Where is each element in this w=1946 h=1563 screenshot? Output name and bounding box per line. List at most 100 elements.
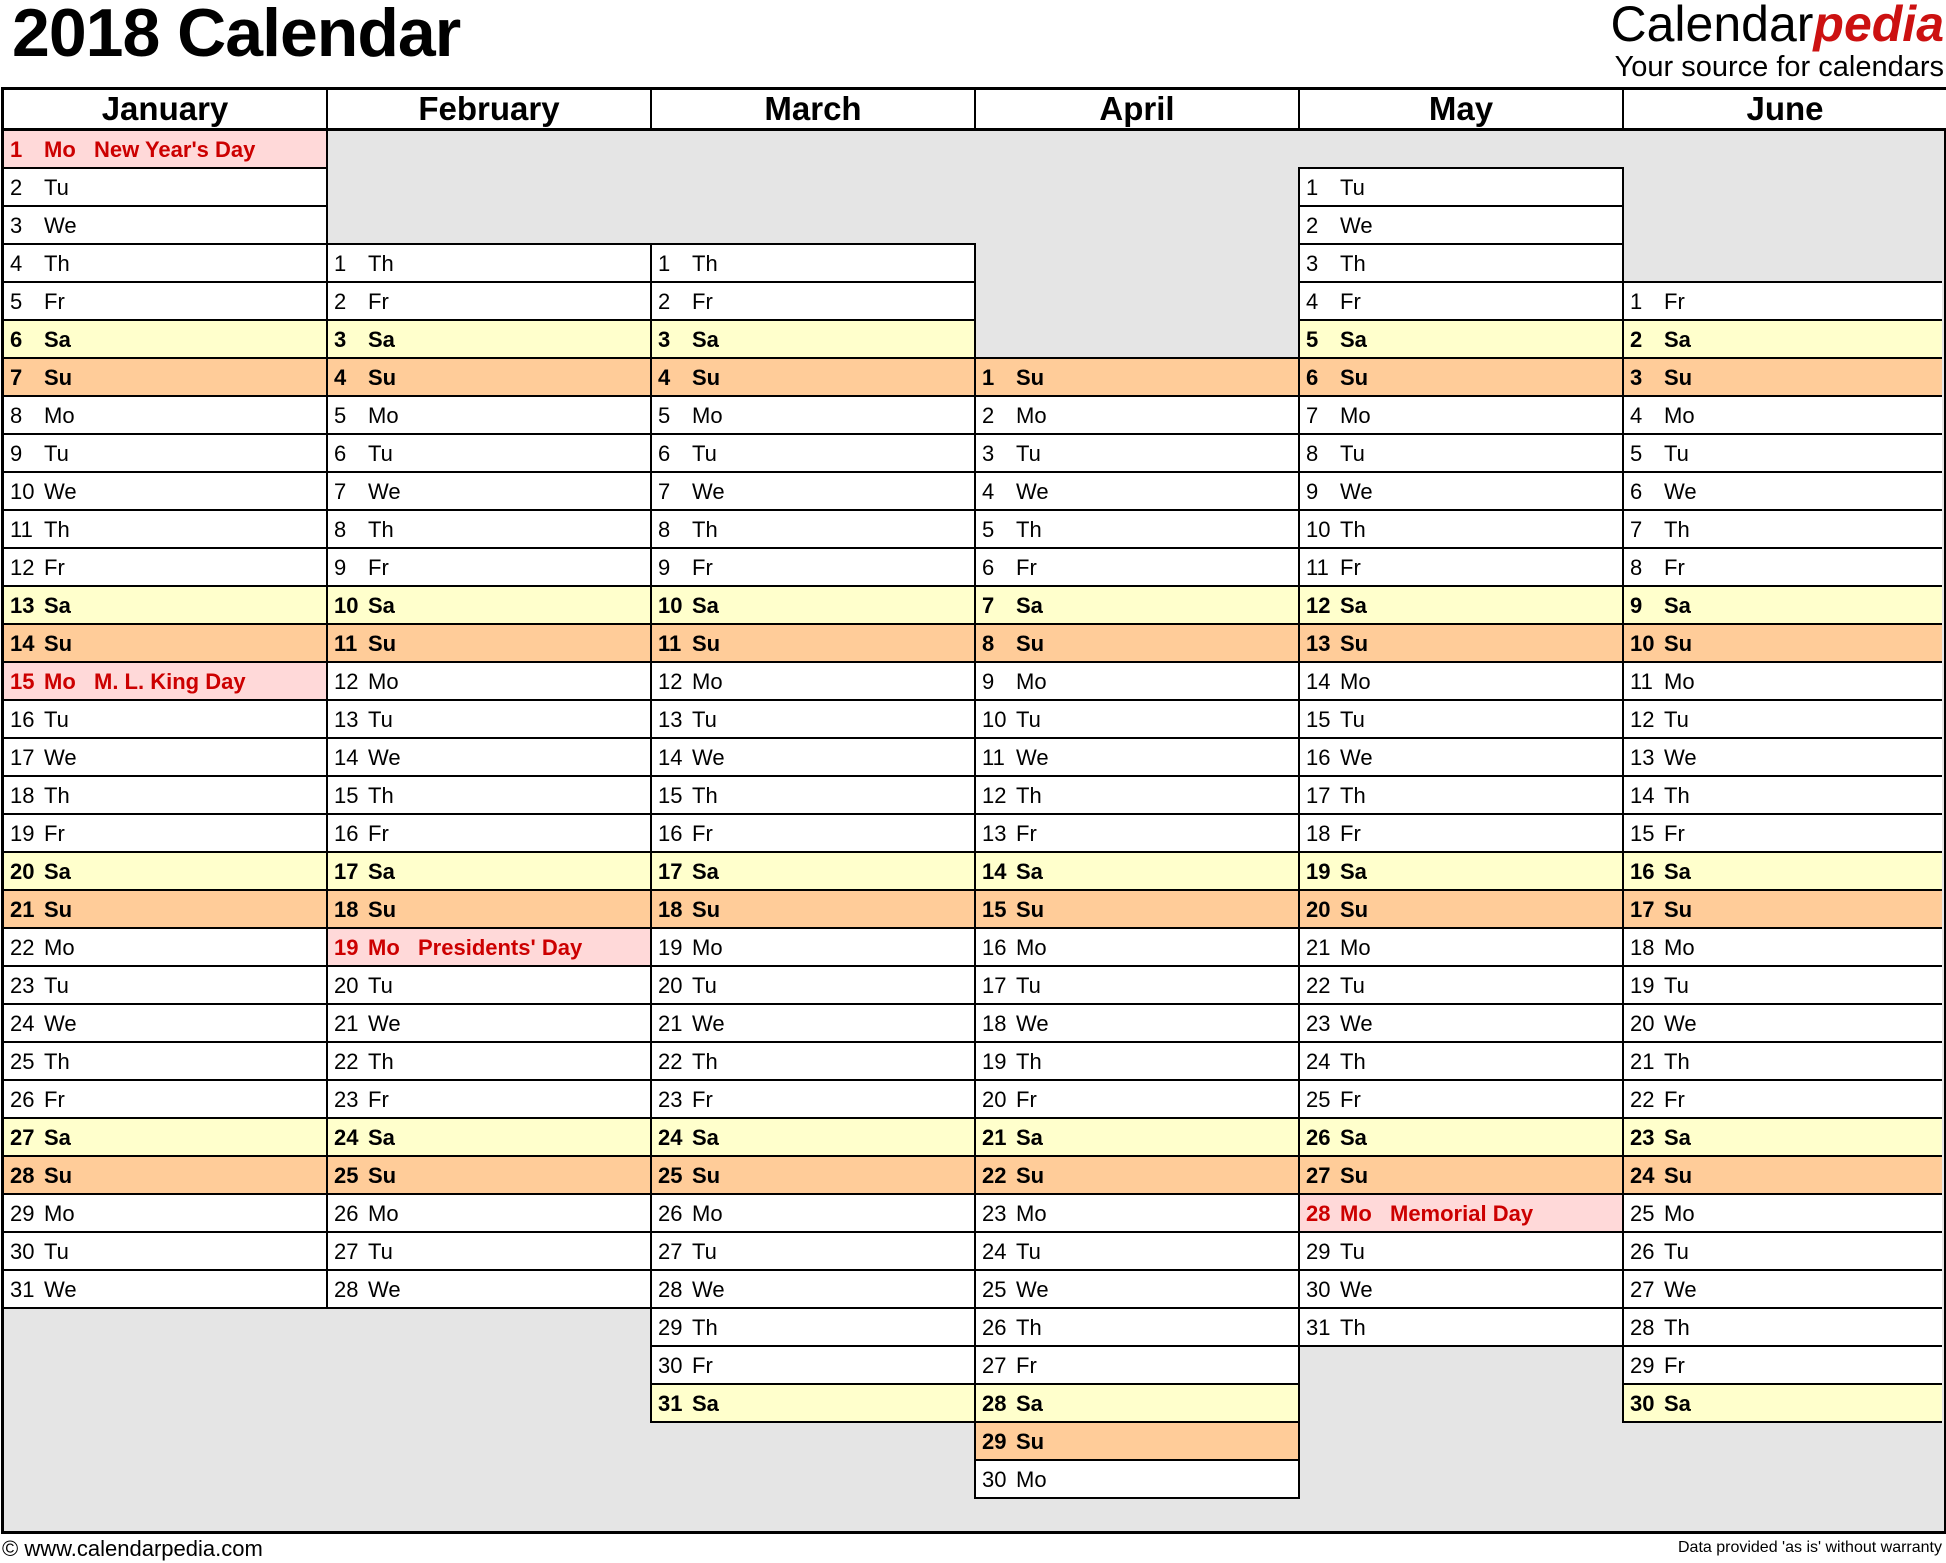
weekday-label: Sa bbox=[44, 859, 71, 884]
weekday-label: Sa bbox=[692, 1391, 719, 1416]
day-number: 20 bbox=[10, 859, 35, 884]
weekday-label: Sa bbox=[44, 1125, 71, 1150]
day-number: 20 bbox=[1630, 1011, 1655, 1036]
day-cell: 10 Tu bbox=[974, 701, 1300, 739]
day-number: 24 bbox=[334, 1125, 359, 1150]
day-number: 4 bbox=[1306, 289, 1319, 314]
day-cell: 17 Sa bbox=[326, 853, 652, 891]
day-cell: 30 We bbox=[1298, 1271, 1624, 1309]
weekday-label: Th bbox=[368, 1049, 394, 1074]
weekday-label: Mo bbox=[44, 403, 75, 428]
weekday-label: Tu bbox=[692, 973, 717, 998]
day-cell: 6 Fr bbox=[974, 549, 1300, 587]
day-number: 25 bbox=[1630, 1201, 1655, 1226]
weekday-label: We bbox=[1016, 479, 1049, 504]
day-cell: 7 Th bbox=[1622, 511, 1942, 549]
month-header-january: January bbox=[4, 90, 328, 131]
weekday-label: Tu bbox=[1340, 973, 1365, 998]
day-cell: 28 We bbox=[650, 1271, 976, 1309]
day-cell: 11 We bbox=[974, 739, 1300, 777]
weekday-label: We bbox=[1664, 1011, 1697, 1036]
day-number: 27 bbox=[10, 1125, 35, 1150]
day-cell: 19 Tu bbox=[1622, 967, 1942, 1005]
day-cell: 21 Su bbox=[2, 891, 328, 929]
day-number: 2 bbox=[658, 289, 671, 314]
day-cell: 30 Sa bbox=[1622, 1385, 1942, 1423]
weekday-label: Tu bbox=[44, 1239, 69, 1264]
weekday-label: Sa bbox=[1016, 593, 1043, 618]
day-cell: 2 We bbox=[1298, 207, 1624, 245]
weekday-label: Fr bbox=[44, 555, 65, 580]
day-cell: 15 Su bbox=[974, 891, 1300, 929]
weekday-label: Mo bbox=[1016, 935, 1047, 960]
day-cell: 30 Tu bbox=[2, 1233, 328, 1271]
day-number: 5 bbox=[1306, 327, 1319, 352]
day-number: 31 bbox=[10, 1277, 35, 1302]
weekday-label: Tu bbox=[1340, 175, 1365, 200]
day-number: 20 bbox=[658, 973, 683, 998]
day-number: 27 bbox=[334, 1239, 359, 1264]
weekday-label: Tu bbox=[1016, 707, 1041, 732]
logo-brand: Calendarpedia bbox=[1611, 0, 1945, 52]
weekday-label: Tu bbox=[44, 441, 69, 466]
day-cell: 20 Tu bbox=[650, 967, 976, 1005]
day-cell: 15 Fr bbox=[1622, 815, 1942, 853]
day-number: 21 bbox=[1306, 935, 1331, 960]
day-cell: 24 Sa bbox=[650, 1119, 976, 1157]
day-number: 14 bbox=[10, 631, 35, 656]
day-cell: 1 Tu bbox=[1298, 167, 1624, 207]
holiday-day-cell: 15 Mo M. L. King Day bbox=[2, 663, 328, 701]
weekday-label: Sa bbox=[692, 327, 719, 352]
day-cell: 23 Sa bbox=[1622, 1119, 1942, 1157]
day-number: 20 bbox=[1306, 897, 1331, 922]
weekday-label: Th bbox=[368, 783, 394, 808]
day-cell: 9 We bbox=[1298, 473, 1624, 511]
day-number: 17 bbox=[982, 973, 1007, 998]
day-cell: 27 Tu bbox=[650, 1233, 976, 1271]
weekday-label: Th bbox=[1016, 783, 1042, 808]
calendarpedia-logo: Calendarpedia Your source for calendars bbox=[1611, 0, 1945, 82]
day-number: 17 bbox=[1306, 783, 1331, 808]
day-number: 3 bbox=[1306, 251, 1319, 276]
weekday-label: Su bbox=[1340, 897, 1369, 922]
holiday-name: New Year's Day bbox=[94, 137, 256, 162]
day-cell: 6 Sa bbox=[2, 321, 328, 359]
weekday-label: Fr bbox=[1016, 1087, 1037, 1112]
day-number: 15 bbox=[982, 897, 1007, 922]
weekday-label: Th bbox=[1664, 1315, 1690, 1340]
weekday-label: Th bbox=[692, 783, 718, 808]
day-cell: 15 Th bbox=[650, 777, 976, 815]
logo-brand-main: Calendar bbox=[1610, 0, 1814, 52]
day-cell: 17 Th bbox=[1298, 777, 1624, 815]
day-cell: 23 We bbox=[1298, 1005, 1624, 1043]
weekday-label: We bbox=[692, 479, 725, 504]
day-number: 23 bbox=[982, 1201, 1007, 1226]
weekday-label: Su bbox=[368, 365, 397, 390]
day-cell: 12 Tu bbox=[1622, 701, 1942, 739]
day-number: 25 bbox=[1306, 1087, 1331, 1112]
day-number: 4 bbox=[10, 251, 23, 276]
day-number: 22 bbox=[10, 935, 35, 960]
day-cell: 20 Su bbox=[1298, 891, 1624, 929]
day-number: 2 bbox=[1630, 327, 1643, 352]
day-cell: 14 We bbox=[650, 739, 976, 777]
weekday-label: Sa bbox=[1016, 859, 1043, 884]
day-cell: 13 Su bbox=[1298, 625, 1624, 663]
weekday-label: We bbox=[44, 213, 77, 238]
day-number: 1 bbox=[658, 251, 671, 276]
day-number: 3 bbox=[658, 327, 671, 352]
weekday-label: Th bbox=[1340, 1315, 1366, 1340]
weekday-label: Su bbox=[692, 1163, 721, 1188]
day-number: 15 bbox=[334, 783, 359, 808]
day-cell: 31 We bbox=[2, 1271, 328, 1309]
day-cell: 4 Th bbox=[2, 245, 328, 283]
weekday-label: Mo bbox=[368, 935, 400, 960]
weekday-label: Su bbox=[1016, 1429, 1045, 1454]
day-number: 13 bbox=[658, 707, 683, 732]
day-number: 12 bbox=[334, 669, 359, 694]
weekday-label: Fr bbox=[692, 289, 713, 314]
weekday-label: Fr bbox=[368, 555, 389, 580]
day-number: 19 bbox=[334, 935, 359, 960]
day-number: 6 bbox=[658, 441, 671, 466]
day-number: 29 bbox=[982, 1429, 1007, 1454]
